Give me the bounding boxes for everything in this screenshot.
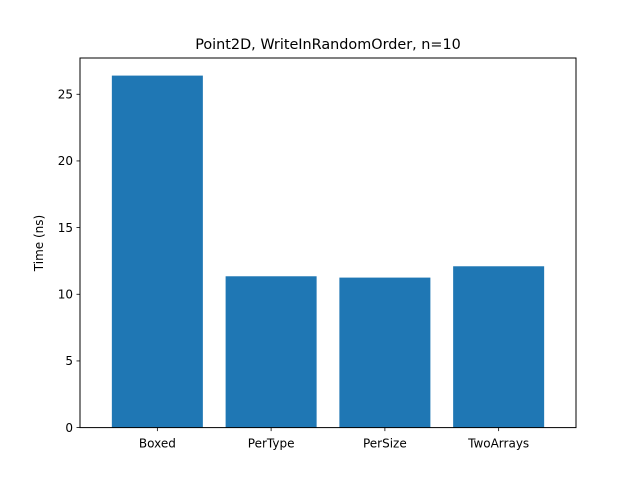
y-tick-label: 0 xyxy=(65,421,73,435)
x-tick-label: TwoArrays xyxy=(467,437,529,451)
plot-area: 0 5 10 15 20 25 Boxed PerType PerSize TwoArrays xyxy=(58,57,577,451)
bar-pertype xyxy=(225,276,317,428)
y-tick-label: 10 xyxy=(58,287,73,301)
x-tick-label: PerType xyxy=(248,437,295,451)
y-tick-label: 20 xyxy=(58,154,73,168)
bar-twoarrays xyxy=(453,266,545,428)
axes-frame xyxy=(79,57,577,429)
bar-persize xyxy=(339,277,431,428)
chart-title: Point2D, WriteInRandomOrder, n=10 xyxy=(195,37,461,53)
y-tick-label: 15 xyxy=(58,221,73,235)
bars-group xyxy=(111,75,545,428)
x-tick-label: PerSize xyxy=(363,437,407,451)
x-tick-label: Boxed xyxy=(139,437,176,451)
y-axis-ticks: 0 5 10 15 20 25 xyxy=(58,87,80,435)
y-axis-label: Time (ns) xyxy=(32,215,46,272)
x-axis-ticks: Boxed PerType PerSize TwoArrays xyxy=(139,427,529,451)
bar-boxed xyxy=(111,75,203,428)
y-tick-label: 25 xyxy=(58,87,73,101)
y-tick-label: 5 xyxy=(65,354,73,368)
